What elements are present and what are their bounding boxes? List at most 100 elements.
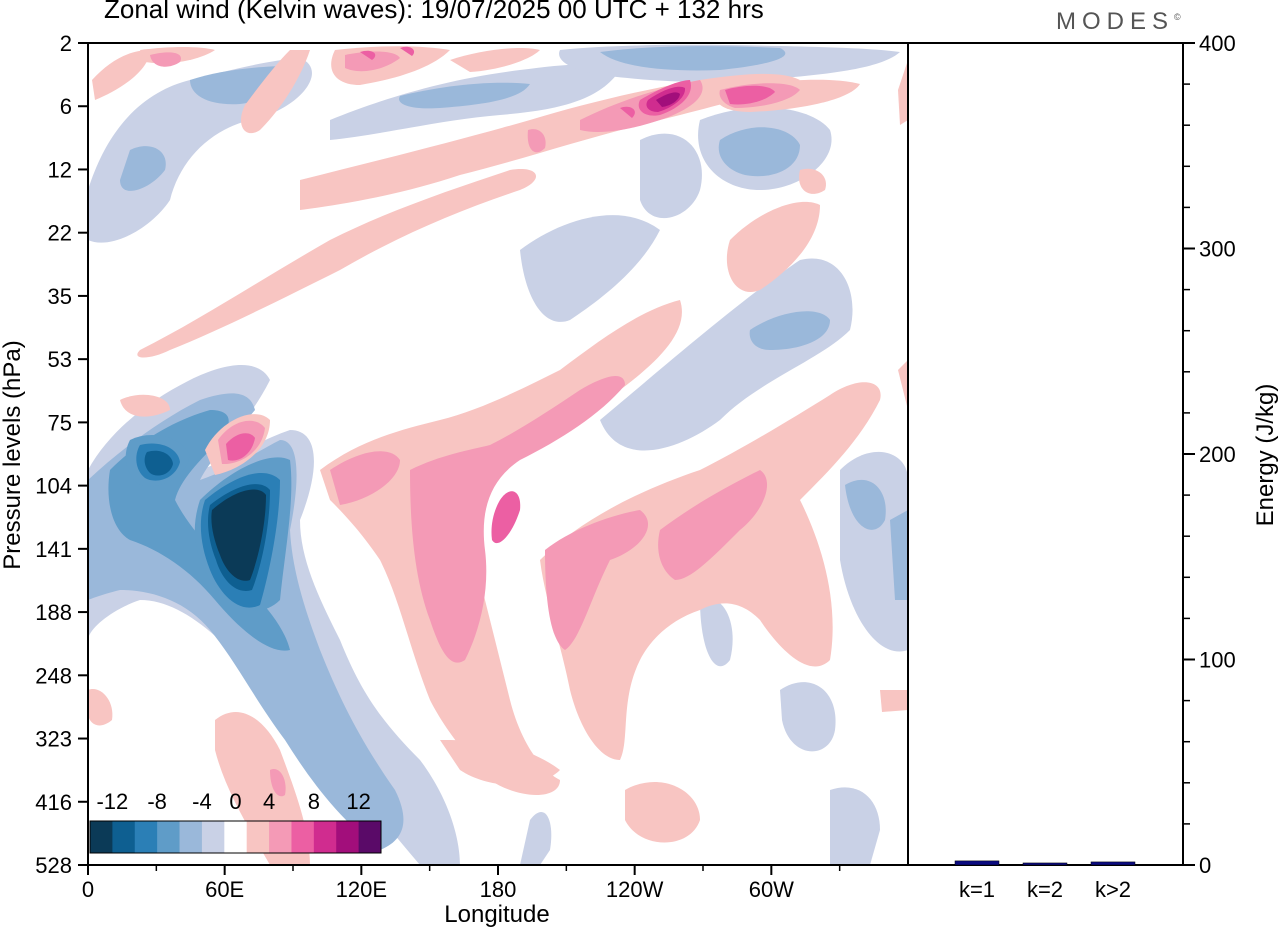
- contour-region-p1: [898, 360, 908, 410]
- contour-region-p1: [240, 50, 310, 134]
- contour-region-p2: [345, 51, 400, 72]
- energy-axis-label: Energy (J/kg): [1252, 384, 1279, 527]
- contour-region-p1: [320, 300, 682, 795]
- colorbar-swatch: [269, 821, 292, 853]
- contour-region-n2: [845, 479, 886, 530]
- y-tick-label: 188: [35, 600, 72, 625]
- contour-region-n2: [600, 46, 786, 71]
- colorbar-label: 0: [229, 789, 241, 814]
- y-tick-label: 6: [60, 94, 72, 119]
- colorbar-label: 12: [346, 789, 370, 814]
- contour-region-n1: [780, 682, 836, 752]
- x-tick-label: 120W: [606, 877, 664, 902]
- contour-region-p2: [658, 470, 768, 580]
- colorbar-swatch: [358, 821, 382, 853]
- y-axis-label: Pressure levels (hPa): [0, 340, 26, 569]
- contour-region-n2: [120, 146, 166, 191]
- contour-region-p1: [726, 201, 820, 292]
- colorbar-swatch: [291, 821, 315, 853]
- colorbar-swatch: [179, 821, 203, 853]
- contour-region-p2: [545, 510, 649, 650]
- contour-region-p2: [410, 375, 625, 663]
- colorbar-swatch: [90, 821, 113, 853]
- contour-region-p3: [725, 85, 775, 105]
- contour-region-p3: [226, 433, 255, 461]
- colorbar-label: 8: [308, 789, 320, 814]
- contour-region-p1: [898, 60, 908, 125]
- chart-title: Zonal wind (Kelvin waves): 19/07/2025 00…: [104, 0, 764, 24]
- colorbar-frame: [89, 820, 382, 854]
- energy-tick-label: 200: [1199, 442, 1236, 467]
- contour-region-n5: [144, 450, 173, 476]
- x-axis-label: Longitude: [444, 901, 549, 928]
- x-tick-label: 180: [480, 877, 517, 902]
- contour-region-n1: [600, 258, 853, 451]
- x-tick-label: 60E: [205, 877, 244, 902]
- colorbar-swatch: [112, 821, 136, 853]
- y-tick-label: 2: [60, 31, 72, 56]
- y-tick-label: 416: [35, 790, 72, 815]
- colorbar-swatch: [336, 821, 360, 853]
- y-tick-label: 528: [35, 853, 72, 878]
- colorbar-swatch: [157, 821, 181, 853]
- contour-region-p1: [137, 169, 537, 358]
- energy-tick-label: 400: [1199, 31, 1236, 56]
- colorbar-swatch: [134, 821, 158, 853]
- energy-bar: [1022, 862, 1068, 866]
- y-tick-label: 53: [48, 347, 72, 372]
- contour-region-n6: [211, 489, 266, 581]
- y-tick-label: 248: [35, 663, 72, 688]
- y-axis: 2 6 12 22 35 53 75 104 141 188 248 323 416 528: [35, 31, 88, 878]
- x-tick-label: 0: [82, 877, 94, 902]
- y-tick-label: 22: [48, 221, 72, 246]
- contour-region-n2: [399, 82, 530, 109]
- energy-tick-label: 300: [1199, 237, 1236, 262]
- colorbar-swatch: [224, 821, 248, 853]
- contour-region-p2: [330, 451, 400, 505]
- contour-region-p1: [92, 50, 150, 100]
- contour-region-p2: [150, 52, 181, 67]
- y-tick-label: 35: [48, 284, 72, 309]
- y-tick-label: 323: [35, 727, 72, 752]
- contour-region-p1: [540, 382, 881, 760]
- brand-text: MODES: [1056, 8, 1175, 35]
- energy-bar: [954, 860, 1000, 866]
- modes-logo: MODES©: [1056, 8, 1181, 35]
- y-tick-label: 12: [48, 157, 72, 182]
- contour-region-p1: [625, 781, 700, 843]
- colorbar: -12 -8 -4 0 4 8 12: [89, 789, 382, 854]
- colorbar-label: -8: [147, 789, 167, 814]
- contour-region-p2: [527, 129, 546, 153]
- contour-region-p3: [491, 491, 521, 544]
- contour-region-n2: [749, 311, 830, 350]
- colorbar-swatch: [313, 821, 337, 853]
- colorbar-swatch: [246, 821, 270, 853]
- contour-region-n1: [830, 787, 880, 865]
- contour-region-p1: [880, 690, 908, 712]
- contour-region-p1: [450, 48, 540, 72]
- contour-region-p2: [270, 769, 286, 797]
- y-tick-label: 104: [35, 474, 72, 499]
- contour-region-p3: [620, 106, 635, 118]
- energy-bar: [1090, 861, 1136, 866]
- contour-region-p3: [400, 46, 415, 56]
- contour-region-p1: [120, 394, 170, 417]
- x-axis: 0 60E 120E 180 120W 60W: [82, 865, 841, 902]
- colorbar-label: 4: [263, 789, 275, 814]
- contour-region-n1: [640, 133, 702, 219]
- x-tick-label: 120E: [336, 877, 387, 902]
- contour-region-p5: [656, 92, 680, 107]
- y-tick-label: 141: [35, 537, 72, 562]
- contour-region-p1: [440, 740, 560, 785]
- contour-region-n1: [700, 598, 733, 667]
- energy-category-label: k=1: [959, 877, 995, 902]
- contour-region-p1: [88, 689, 113, 726]
- contour-region-n1: [520, 215, 660, 322]
- contour-region-n2: [890, 510, 908, 600]
- contour-region-n1: [520, 811, 552, 865]
- x-tick-label: 60W: [749, 877, 794, 902]
- contour-field: [88, 44, 908, 865]
- colorbar-label: -4: [192, 789, 212, 814]
- energy-tick-label: 100: [1199, 648, 1236, 673]
